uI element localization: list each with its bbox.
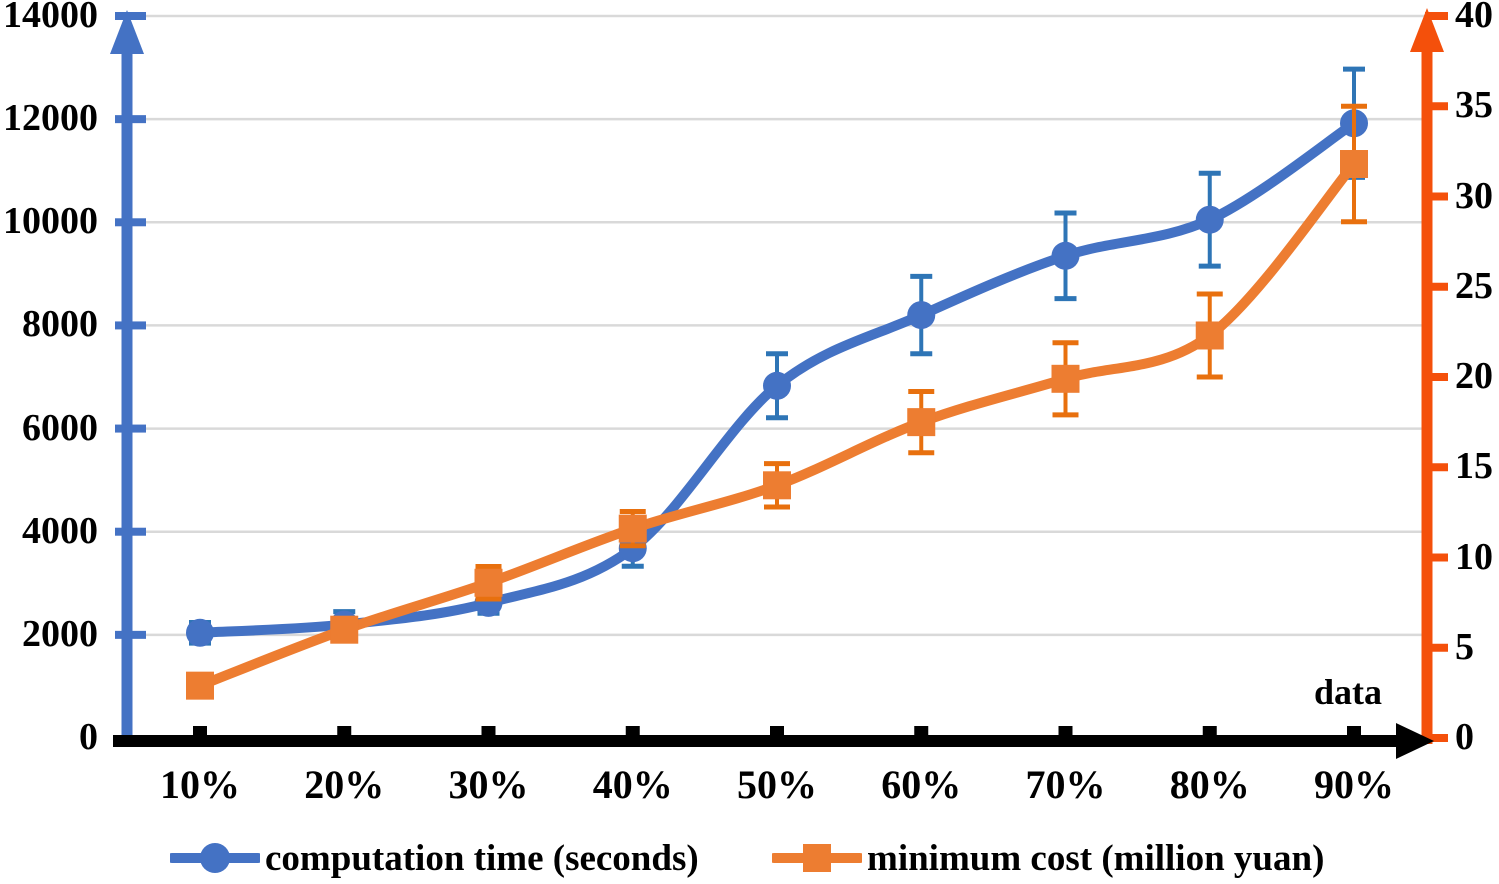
x-axis-tick <box>481 726 496 735</box>
right-axis-tick-label: 15 <box>1455 445 1493 488</box>
right-axis <box>1410 8 1448 744</box>
x-axis <box>113 723 1434 759</box>
legend-square-marker <box>803 844 831 872</box>
data-point-marker <box>907 301 936 330</box>
right-axis-tick <box>1425 553 1448 562</box>
right-axis-tick-label: 10 <box>1455 535 1493 578</box>
right-axis-tick-label: 0 <box>1455 716 1474 759</box>
x-axis-tick <box>1058 726 1073 735</box>
x-axis-tick <box>193 726 207 735</box>
left-axis-tick-label: 0 <box>79 716 98 759</box>
x-axis-tick-label: 80% <box>1169 762 1250 807</box>
data-point-marker <box>1340 150 1368 179</box>
right-axis-tick-label: 35 <box>1455 84 1493 127</box>
left-axis-tick <box>115 630 146 639</box>
legend: computation time (seconds) minimum cost … <box>0 836 1499 880</box>
right-axis-tick-label: 40 <box>1455 0 1493 37</box>
left-axis-tick-label: 4000 <box>22 509 98 552</box>
right-axis-tick <box>1425 373 1448 381</box>
data-point-marker <box>1051 241 1080 270</box>
left-axis-tick-label: 14000 <box>3 0 98 37</box>
series-computation-time <box>186 66 1368 647</box>
x-axis-tick-label: 20% <box>304 762 385 807</box>
data-point-marker <box>763 371 791 400</box>
left-axis-tick <box>115 12 146 20</box>
left-axis-tick <box>115 115 146 124</box>
left-axis-tick <box>115 321 146 330</box>
right-axis-tick-label: 20 <box>1455 355 1493 398</box>
x-axis-tick <box>1347 726 1361 735</box>
line-square-marker-icon <box>772 844 862 872</box>
x-axis-tick-label: 60% <box>881 762 962 807</box>
left-axis-tick <box>115 218 146 227</box>
left-axis-tick-label: 12000 <box>3 97 98 140</box>
x-axis-tick <box>1202 726 1217 735</box>
right-axis-arrow <box>1410 8 1444 52</box>
series-minimum-cost <box>186 103 1368 700</box>
left-axis-tick <box>115 424 146 433</box>
legend-circle-marker <box>200 843 230 873</box>
legend-label-computation-time: computation time (seconds) <box>265 837 699 879</box>
data-point-marker <box>1051 364 1080 393</box>
x-axis-tick <box>337 726 352 735</box>
x-axis-tick-label: 30% <box>448 762 529 807</box>
data-point-marker <box>186 618 214 647</box>
legend-item-minimum-cost: minimum cost (million yuan) <box>772 836 1324 880</box>
right-axis-tick <box>1425 643 1448 652</box>
x-axis-tick-label: 90% <box>1314 762 1394 807</box>
data-point-marker <box>330 615 359 644</box>
x-axis-tick <box>625 726 640 735</box>
x-axis-title: data <box>1313 672 1383 712</box>
right-axis-tick <box>1425 463 1448 472</box>
line-circle-marker-icon <box>170 843 260 873</box>
x-axis-tick-label: 10% <box>160 762 240 807</box>
left-axis-tick-label: 10000 <box>3 200 98 243</box>
data-point-marker <box>1195 205 1224 234</box>
x-axis-line <box>113 735 1398 747</box>
x-axis-arrow <box>1396 723 1434 759</box>
x-axis-tick-label: 70% <box>1025 762 1106 807</box>
x-axis-tick-label: 50% <box>737 762 817 807</box>
legend-label-minimum-cost: minimum cost (million yuan) <box>867 837 1325 879</box>
data-point-marker <box>618 514 647 543</box>
data-point-marker <box>474 568 503 597</box>
right-axis-tick <box>1425 192 1448 201</box>
right-axis-tick-label: 5 <box>1455 625 1474 668</box>
series-line <box>195 159 1359 691</box>
data-point-marker <box>907 408 936 437</box>
data-point-marker <box>1195 321 1224 350</box>
error-bars <box>189 66 1365 646</box>
gridlines <box>127 14 1427 637</box>
right-axis-tick <box>1425 102 1448 111</box>
x-axis-tick <box>770 726 784 735</box>
right-axis-tick <box>1425 282 1448 291</box>
legend-item-computation-time: computation time (seconds) <box>170 836 699 880</box>
right-axis-tick-label: 30 <box>1455 174 1493 217</box>
data-point-marker <box>186 671 214 700</box>
left-axis <box>110 10 146 744</box>
x-axis-tick-label: 40% <box>592 762 673 807</box>
right-axis-tick <box>1425 12 1448 20</box>
left-axis-arrow <box>110 10 144 54</box>
left-axis-tick <box>115 527 146 536</box>
data-point-marker <box>763 471 791 500</box>
x-axis-tick <box>914 726 929 735</box>
left-axis-tick-label: 6000 <box>22 406 98 449</box>
right-axis-tick-label: 25 <box>1455 264 1493 307</box>
left-axis-tick-label: 2000 <box>22 613 98 656</box>
right-axis-tick <box>1425 734 1448 742</box>
left-axis-tick-label: 8000 <box>22 303 98 346</box>
